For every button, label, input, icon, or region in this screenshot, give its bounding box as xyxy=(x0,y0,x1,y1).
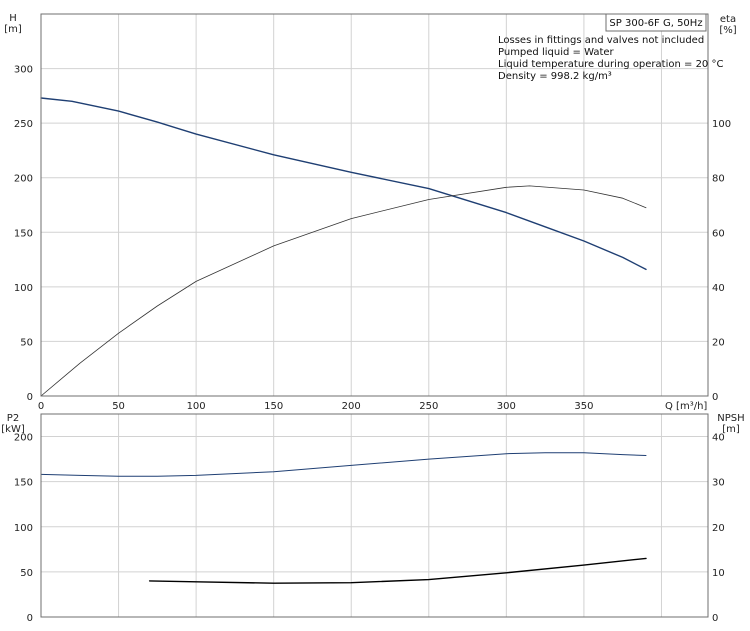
top-plot-frame xyxy=(40,13,709,397)
curves xyxy=(40,97,647,584)
efficiency-curve xyxy=(40,185,647,397)
plot-frames xyxy=(40,13,709,618)
y2-tick-label: 20 xyxy=(712,337,725,348)
chart-text: H [m] eta [%] Q [m³/h] P2 [kW] NPSH [m] SP 300-6F… xyxy=(1,13,744,435)
x-tick-label: 300 xyxy=(497,401,516,412)
gridlines xyxy=(41,14,708,617)
y2-tick-label: 0 xyxy=(712,392,718,403)
x-tick-label: 150 xyxy=(264,401,283,412)
y-tick-label: 150 xyxy=(14,228,33,239)
x-tick-label: 200 xyxy=(342,401,361,412)
npsh-tick-label: 40 xyxy=(712,433,725,444)
npsh-tick-label: 10 xyxy=(712,568,725,579)
chart-note: Pumped liquid = Water xyxy=(498,47,615,58)
chart-note: Density = 998.2 kg/m³ xyxy=(498,71,612,82)
bottom-plot-frame xyxy=(40,413,709,618)
npsh-curve xyxy=(148,557,647,584)
head-curve xyxy=(40,97,647,271)
x-tick-label: 50 xyxy=(112,401,125,412)
p2-tick-label: 150 xyxy=(14,478,33,489)
y-tick-label: 300 xyxy=(14,65,33,76)
x-tick-label: 100 xyxy=(187,401,206,412)
y-tick-label: 0 xyxy=(27,392,33,403)
npsh-tick-label: 0 xyxy=(712,613,718,624)
p2-axis-label: P2 [kW] xyxy=(1,413,25,435)
y-tick-label: 50 xyxy=(20,337,33,348)
npsh-tick-label: 30 xyxy=(712,478,725,489)
chart-note: Liquid temperature during operation = 20… xyxy=(498,59,723,70)
p2-tick-label: 50 xyxy=(20,568,33,579)
y2-axis-label: eta [%] xyxy=(719,14,736,36)
tick-labels: 0 50 100 150 200 250 300 3500501001502002503000… xyxy=(14,65,731,624)
chart-title: SP 300-6F G, 50Hz xyxy=(609,18,702,29)
y-tick-label: 200 xyxy=(14,174,33,185)
y-tick-label: 250 xyxy=(14,119,33,130)
x-tick-label: 250 xyxy=(419,401,438,412)
p2-tick-label: 200 xyxy=(14,433,33,444)
y-axis-label: H [m] xyxy=(4,13,22,35)
y2-tick-label: 60 xyxy=(712,228,725,239)
y-tick-label: 100 xyxy=(14,283,33,294)
x-tick-label: 0 xyxy=(38,401,44,412)
title-box xyxy=(605,13,707,32)
npsh-tick-label: 20 xyxy=(712,523,725,534)
p2-tick-label: 0 xyxy=(27,613,33,624)
power-curve xyxy=(40,452,647,477)
y2-tick-label: 40 xyxy=(712,283,725,294)
p2-tick-label: 100 xyxy=(14,523,33,534)
y2-tick-label: 100 xyxy=(712,119,731,130)
x-axis-label: Q [m³/h] xyxy=(665,401,707,412)
x-tick-label: 350 xyxy=(574,401,593,412)
chart-note: Losses in fittings and valves not includ… xyxy=(498,35,704,46)
npsh-axis-label: NPSH [m] xyxy=(717,413,744,435)
y2-tick-label: 80 xyxy=(712,174,725,185)
